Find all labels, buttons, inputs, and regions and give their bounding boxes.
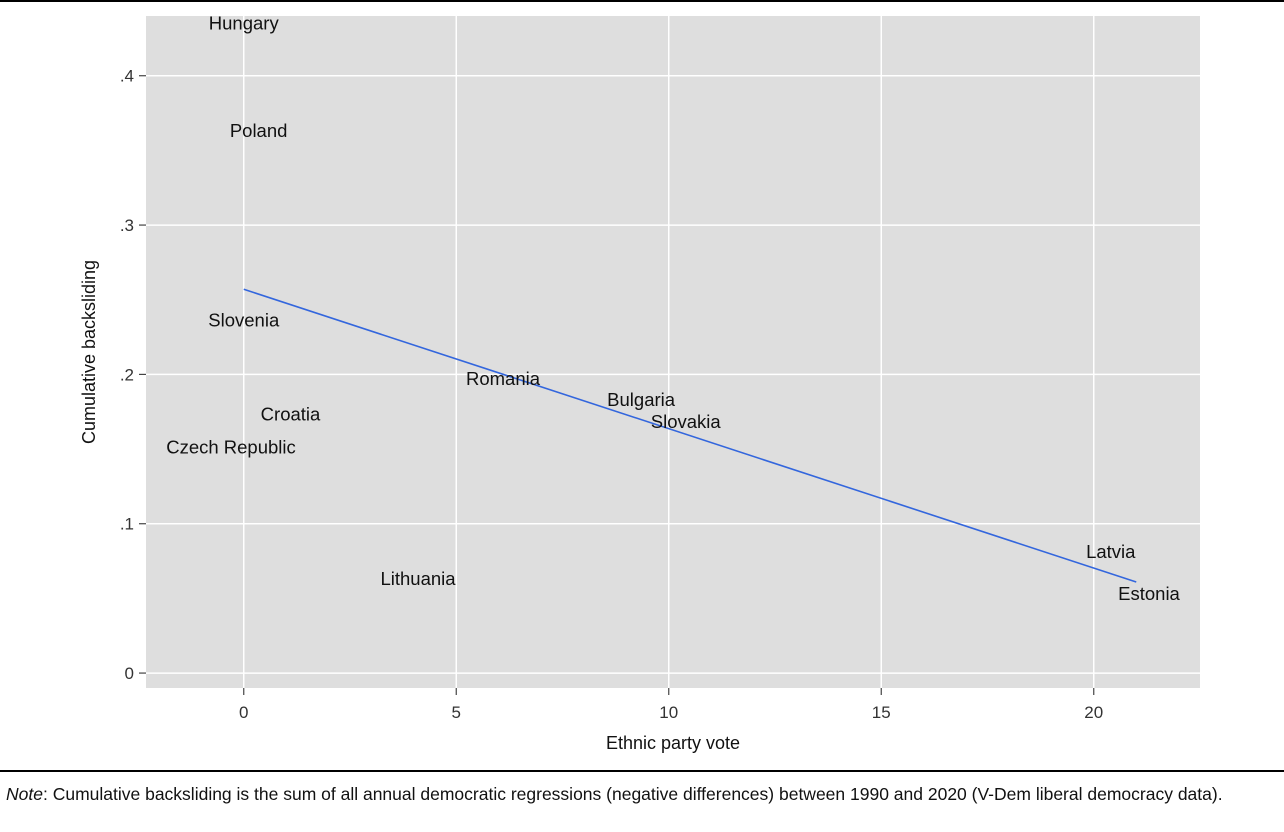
y-tick-label: .3 [120, 216, 134, 235]
note-text: : Cumulative backsliding is the sum of a… [42, 784, 1223, 804]
point-label-czech-republic: Czech Republic [166, 437, 296, 458]
point-label-slovenia: Slovenia [208, 310, 280, 331]
y-tick-label: .2 [120, 365, 134, 384]
note-label: Note [6, 784, 43, 804]
y-tick-label: .4 [120, 67, 134, 86]
axes: 0 5 10 15 20 0 .1 .2 .3 .4 [120, 67, 1103, 722]
y-axis-label: Cumulative backsliding [79, 260, 99, 444]
point-label-romania: Romania [466, 368, 541, 389]
point-label-croatia: Croatia [261, 404, 321, 425]
scatter-chart: 0 5 10 15 20 0 .1 .2 .3 .4 Hungary Poland Slovenia C… [79, 12, 1200, 753]
point-label-hungary: Hungary [209, 12, 280, 33]
y-tick-label: 0 [125, 664, 134, 683]
x-tick-label: 10 [659, 703, 678, 722]
x-tick-label: 0 [239, 703, 248, 722]
figure-note: Note: Cumulative backsliding is the sum … [6, 784, 1282, 805]
plot-area [146, 16, 1200, 688]
x-tick-label: 20 [1084, 703, 1103, 722]
point-label-lithuania: Lithuania [380, 568, 456, 589]
point-label-latvia: Latvia [1086, 541, 1136, 562]
x-axis-label: Ethnic party vote [606, 733, 740, 753]
fit-line-layer [243, 288, 1137, 583]
point-labels: Hungary Poland Slovenia Croatia Czech Republ… [166, 12, 1180, 603]
point-label-estonia: Estonia [1118, 583, 1180, 604]
fit-line [243, 288, 1137, 583]
grid-lines [146, 16, 1200, 688]
point-label-slovakia: Slovakia [651, 411, 722, 432]
x-tick-label: 5 [452, 703, 461, 722]
top-rule [0, 0, 1284, 2]
point-label-poland: Poland [230, 120, 288, 141]
x-tick-label: 15 [872, 703, 891, 722]
y-tick-label: .1 [120, 515, 134, 534]
point-label-bulgaria: Bulgaria [607, 389, 676, 410]
bottom-rule [0, 770, 1284, 772]
